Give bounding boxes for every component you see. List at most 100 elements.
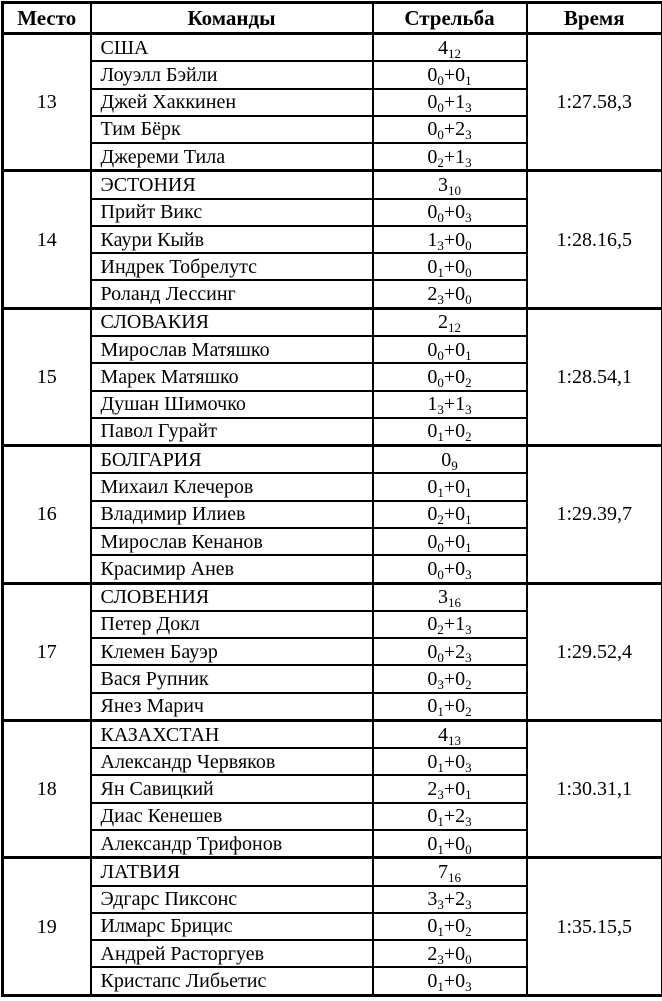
shooting-leg1: 0	[427, 256, 437, 278]
shooting-leg2: 0	[455, 366, 465, 388]
athlete-shooting-cell: 02+13	[373, 143, 527, 171]
shooting-extra-sub: 16	[448, 870, 461, 885]
athlete-name-cell: Индрек Тобрелутс	[91, 253, 373, 280]
athlete-shooting-cell: 13+00	[373, 226, 527, 253]
athlete-shooting-cell: 00+23	[373, 116, 527, 143]
plus-sign: +	[444, 256, 455, 278]
shooting-leg2-sub: 1	[465, 73, 472, 88]
shooting-leg2-sub: 3	[465, 155, 472, 170]
shooting-leg1: 0	[427, 641, 437, 663]
shooting-leg1: 2	[427, 778, 437, 800]
plus-sign: +	[444, 118, 455, 140]
plus-sign: +	[444, 833, 455, 855]
athlete-shooting-cell: 00+01	[373, 336, 527, 363]
shooting-leg2: 2	[455, 888, 465, 910]
plus-sign: +	[444, 778, 455, 800]
shooting-leg1: 0	[427, 668, 437, 690]
shooting-leg2-sub: 0	[465, 952, 472, 967]
plus-sign: +	[444, 613, 455, 635]
table-row-team: 17 СЛОВЕНИЯ 316 1:29.52,4	[3, 583, 662, 611]
place-cell: 13	[3, 34, 91, 171]
shooting-leg2-sub: 3	[465, 127, 472, 142]
plus-sign: +	[444, 668, 455, 690]
place-cell: 15	[3, 308, 91, 445]
athlete-name-cell: Мирослав Кенанов	[91, 528, 373, 555]
athlete-shooting-cell: 00+01	[373, 528, 527, 555]
table-row-team: 19 ЛАТВИЯ 716 1:35.15,5	[3, 858, 662, 886]
shooting-leg2: 0	[455, 531, 465, 553]
shooting-extra-sub: 9	[451, 458, 458, 473]
shooting-leg1: 0	[427, 146, 437, 168]
shooting-leg2: 0	[455, 943, 465, 965]
shooting-leg1: 0	[427, 915, 437, 937]
athlete-name-cell: Джей Хаккинен	[91, 89, 373, 116]
athlete-name-cell: Лоуэлл Бэйли	[91, 61, 373, 88]
athlete-name-cell: Кристапс Либьетис	[91, 967, 373, 995]
shooting-leg2-sub: 0	[465, 238, 472, 253]
shooting-leg1: 0	[427, 805, 437, 827]
athlete-name-cell: Михаил Клечеров	[91, 473, 373, 500]
athlete-shooting-cell: 33+23	[373, 886, 527, 913]
shooting-penalties: 0	[441, 449, 451, 471]
athlete-name-cell: Вася Рупник	[91, 665, 373, 692]
shooting-leg1: 0	[427, 751, 437, 773]
athlete-name-cell: Красимир Анев	[91, 555, 373, 583]
shooting-leg1: 0	[427, 695, 437, 717]
plus-sign: +	[444, 283, 455, 305]
time-cell: 1:29.39,7	[527, 446, 662, 583]
athlete-shooting-cell: 01+02	[373, 913, 527, 940]
athlete-shooting-cell: 23+00	[373, 940, 527, 967]
athlete-name-cell: Павол Гурайт	[91, 418, 373, 446]
shooting-leg1: 0	[427, 531, 437, 553]
shooting-leg2-sub: 2	[465, 677, 472, 692]
plus-sign: +	[444, 641, 455, 663]
athlete-shooting-cell: 01+03	[373, 748, 527, 775]
shooting-leg1: 0	[427, 833, 437, 855]
shooting-leg2: 2	[455, 641, 465, 663]
shooting-leg2: 1	[455, 613, 465, 635]
shooting-leg2: 0	[455, 420, 465, 442]
athlete-shooting-cell: 13+13	[373, 391, 527, 418]
athlete-shooting-cell: 03+02	[373, 665, 527, 692]
shooting-leg2: 0	[455, 915, 465, 937]
shooting-leg1: 0	[427, 201, 437, 223]
shooting-extra-sub: 12	[448, 320, 461, 335]
header-row: Место Команды Стрельба Время	[3, 3, 662, 34]
place-cell: 16	[3, 446, 91, 583]
shooting-leg1: 0	[427, 366, 437, 388]
plus-sign: +	[444, 695, 455, 717]
athlete-shooting-cell: 01+02	[373, 693, 527, 721]
athlete-shooting-cell: 02+13	[373, 611, 527, 638]
shooting-leg2: 1	[455, 91, 465, 113]
shooting-leg2-sub: 3	[465, 567, 472, 582]
place-cell: 17	[3, 583, 91, 720]
shooting-leg2: 0	[455, 668, 465, 690]
athlete-name-cell: Душан Шимочко	[91, 391, 373, 418]
plus-sign: +	[444, 558, 455, 580]
team-shooting-cell: 716	[373, 858, 527, 886]
athlete-name-cell: Марек Матяшко	[91, 363, 373, 390]
shooting-leg2: 0	[455, 476, 465, 498]
table-row-team: 14 ЭСТОНИЯ 310 1:28.16,5	[3, 171, 662, 199]
shooting-leg2: 0	[455, 778, 465, 800]
shooting-penalties: 7	[438, 861, 448, 883]
team-shooting-cell: 316	[373, 583, 527, 611]
athlete-name-cell: Эдгарс Пиксонс	[91, 886, 373, 913]
athlete-shooting-cell: 23+01	[373, 775, 527, 802]
table-row-team: 18 КАЗАХСТАН 413 1:30.31,1	[3, 720, 662, 748]
plus-sign: +	[444, 915, 455, 937]
place-cell: 19	[3, 858, 91, 996]
athlete-name-cell: Ян Савицкий	[91, 775, 373, 802]
shooting-leg2-sub: 3	[465, 622, 472, 637]
plus-sign: +	[444, 943, 455, 965]
shooting-leg2-sub: 0	[465, 265, 472, 280]
team-name-cell: КАЗАХСТАН	[91, 720, 373, 748]
table-row-team: 16 БОЛГАРИЯ 09 1:29.39,7	[3, 446, 662, 474]
shooting-leg2: 0	[455, 283, 465, 305]
shooting-leg2-sub: 2	[465, 924, 472, 939]
team-name-cell: США	[91, 34, 373, 62]
shooting-leg2-sub: 3	[465, 760, 472, 775]
shooting-leg2-sub: 1	[465, 485, 472, 500]
shooting-extra-sub: 13	[448, 733, 461, 748]
